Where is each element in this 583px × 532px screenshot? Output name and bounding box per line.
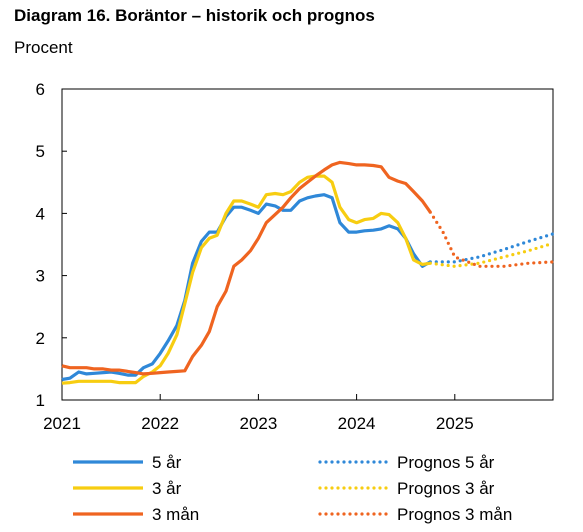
chart-title: Diagram 16. Boräntor – historik och prog… (14, 6, 375, 25)
series-line-5 (428, 210, 555, 268)
legend-label-4: Prognos 3 år (397, 479, 495, 498)
series-line-1 (61, 174, 431, 385)
y-tick-label: 6 (36, 80, 45, 99)
y-tick-label: 2 (36, 329, 45, 348)
x-tick-label: 2022 (141, 414, 179, 433)
x-tick-label: 2021 (43, 414, 81, 433)
legend-label-2: 3 mån (152, 505, 199, 524)
legend-label-0: 5 år (152, 453, 182, 472)
x-axis: 2021 2022 2023 2024 2025 (43, 394, 474, 433)
series-lines (61, 160, 555, 385)
x-tick-label: 2024 (338, 414, 376, 433)
legend-label-5: Prognos 3 mån (397, 505, 512, 524)
legend: 5 år 3 år 3 mån Prognos 5 år Prognos 3 år Pro… (73, 453, 512, 524)
series-line-2 (61, 160, 432, 376)
series-line-0 (61, 193, 432, 382)
y-tick-label: 1 (36, 391, 45, 410)
unit-label: Procent (14, 38, 73, 57)
legend-label-1: 3 år (152, 479, 182, 498)
plot-frame (61, 88, 554, 401)
x-tick-label: 2025 (436, 414, 474, 433)
legend-label-3: Prognos 5 år (397, 453, 495, 472)
y-tick-label: 5 (36, 142, 45, 161)
y-axis: 1 2 3 4 5 6 (36, 80, 67, 410)
x-tick-label: 2023 (239, 414, 277, 433)
y-tick-label: 4 (36, 204, 45, 223)
y-tick-label: 3 (36, 267, 45, 286)
